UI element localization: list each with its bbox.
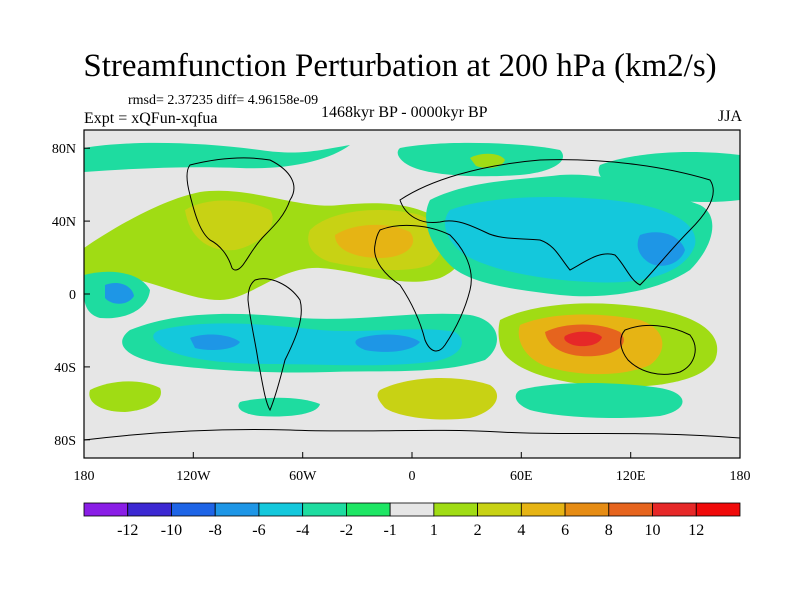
negative-core-south-a — [190, 334, 240, 350]
colorbar-level-label: 10 — [645, 522, 661, 539]
colorbar-swatch — [564, 502, 610, 517]
colorbar-swatch — [389, 502, 435, 517]
colorbar-level-label: -10 — [161, 522, 182, 539]
lon-label-60e: 60E — [510, 469, 533, 484]
colorbar-swatch — [477, 502, 522, 517]
negative-core-asia — [637, 232, 685, 266]
negative-core-south-b — [355, 334, 420, 352]
coastline-north-america — [186, 157, 295, 271]
colorbar-swatch — [345, 502, 391, 517]
colorbar-level-label: -12 — [117, 522, 138, 539]
positive-peak-indian-ocean — [564, 331, 602, 347]
coastline-antarctica — [84, 429, 740, 441]
coastline-australia — [620, 325, 696, 375]
negative-region-southern-ocean — [515, 383, 683, 418]
lon-label-180w: 180 — [74, 469, 95, 484]
colorbar: -12 -10 -8 -6 -4 -2 -1 1 2 4 6 8 10 12 — [83, 502, 741, 539]
lon-label-0: 0 — [409, 469, 416, 484]
lon-axis: 180 120W 60W 0 60E 120E 180 — [74, 452, 751, 484]
colorbar-swatch — [127, 502, 172, 517]
colorbar-level-label: 6 — [561, 522, 569, 539]
contour-fields — [84, 142, 740, 420]
colorbar-swatch — [83, 502, 129, 517]
colorbar-level-label: -8 — [209, 522, 222, 539]
colorbar-level-label: 2 — [474, 522, 482, 539]
colorbar-level-label: 4 — [517, 522, 525, 539]
lat-label-40s: 40S — [54, 361, 76, 376]
experiment-label: Expt = xQFun-xqfua — [84, 110, 218, 127]
lat-label-80s: 80S — [54, 434, 76, 449]
colorbar-level-label: -4 — [296, 522, 309, 539]
lon-label-120e: 120E — [616, 469, 646, 484]
lat-label-80n: 80N — [52, 142, 76, 157]
lat-label-0: 0 — [69, 288, 76, 303]
negative-core-east-pacific — [105, 283, 134, 304]
map-title: Streamfunction Perturbation at 200 hPa (… — [83, 48, 717, 84]
colorbar-swatch — [214, 502, 260, 517]
colorbar-swatch — [433, 502, 479, 517]
negative-region-south-pacific — [238, 397, 320, 417]
coastline-africa — [374, 225, 472, 352]
colorbar-level-label: 1 — [430, 522, 438, 539]
stats-text: rmsd= 2.37235 diff= 4.96158e-09 — [128, 93, 319, 108]
coastlines — [84, 157, 740, 441]
colorbar-level-label: 8 — [605, 522, 613, 539]
colorbar-level-label: 12 — [688, 522, 704, 539]
season-label: JJA — [717, 108, 742, 125]
lon-label-180e: 180 — [730, 469, 751, 484]
colorbar-swatch — [171, 502, 216, 517]
colorbar-level-label: -6 — [252, 522, 265, 539]
positive-region-arctic — [470, 153, 505, 168]
colorbar-swatch — [302, 502, 347, 517]
colorbar-level-label: -1 — [383, 522, 396, 539]
lat-axis: 80N 40N 0 40S 80S — [52, 142, 90, 449]
lat-label-40n: 40N — [52, 215, 76, 230]
colorbar-swatch — [608, 502, 653, 517]
negative-mid-south — [153, 323, 462, 366]
lon-label-120w: 120W — [176, 469, 211, 484]
colorbar-level-label: -2 — [340, 522, 353, 539]
colorbar-swatch — [652, 502, 697, 517]
lon-label-60w: 60W — [289, 469, 317, 484]
coastline-eurasia — [399, 159, 714, 286]
negative-mid-asia — [445, 197, 696, 283]
negative-region-north-atlantic — [84, 142, 350, 172]
colorbar-swatch — [695, 502, 741, 517]
coastline-south-america — [247, 278, 302, 412]
colorbar-swatch — [258, 502, 304, 517]
positive-region-south-pacific — [89, 381, 161, 412]
period-label: 1468kyr BP - 0000kyr BP — [321, 104, 488, 121]
positive-region-south-atlantic — [377, 378, 498, 420]
positive-core-atlantic — [335, 224, 414, 258]
colorbar-swatch — [520, 502, 566, 517]
